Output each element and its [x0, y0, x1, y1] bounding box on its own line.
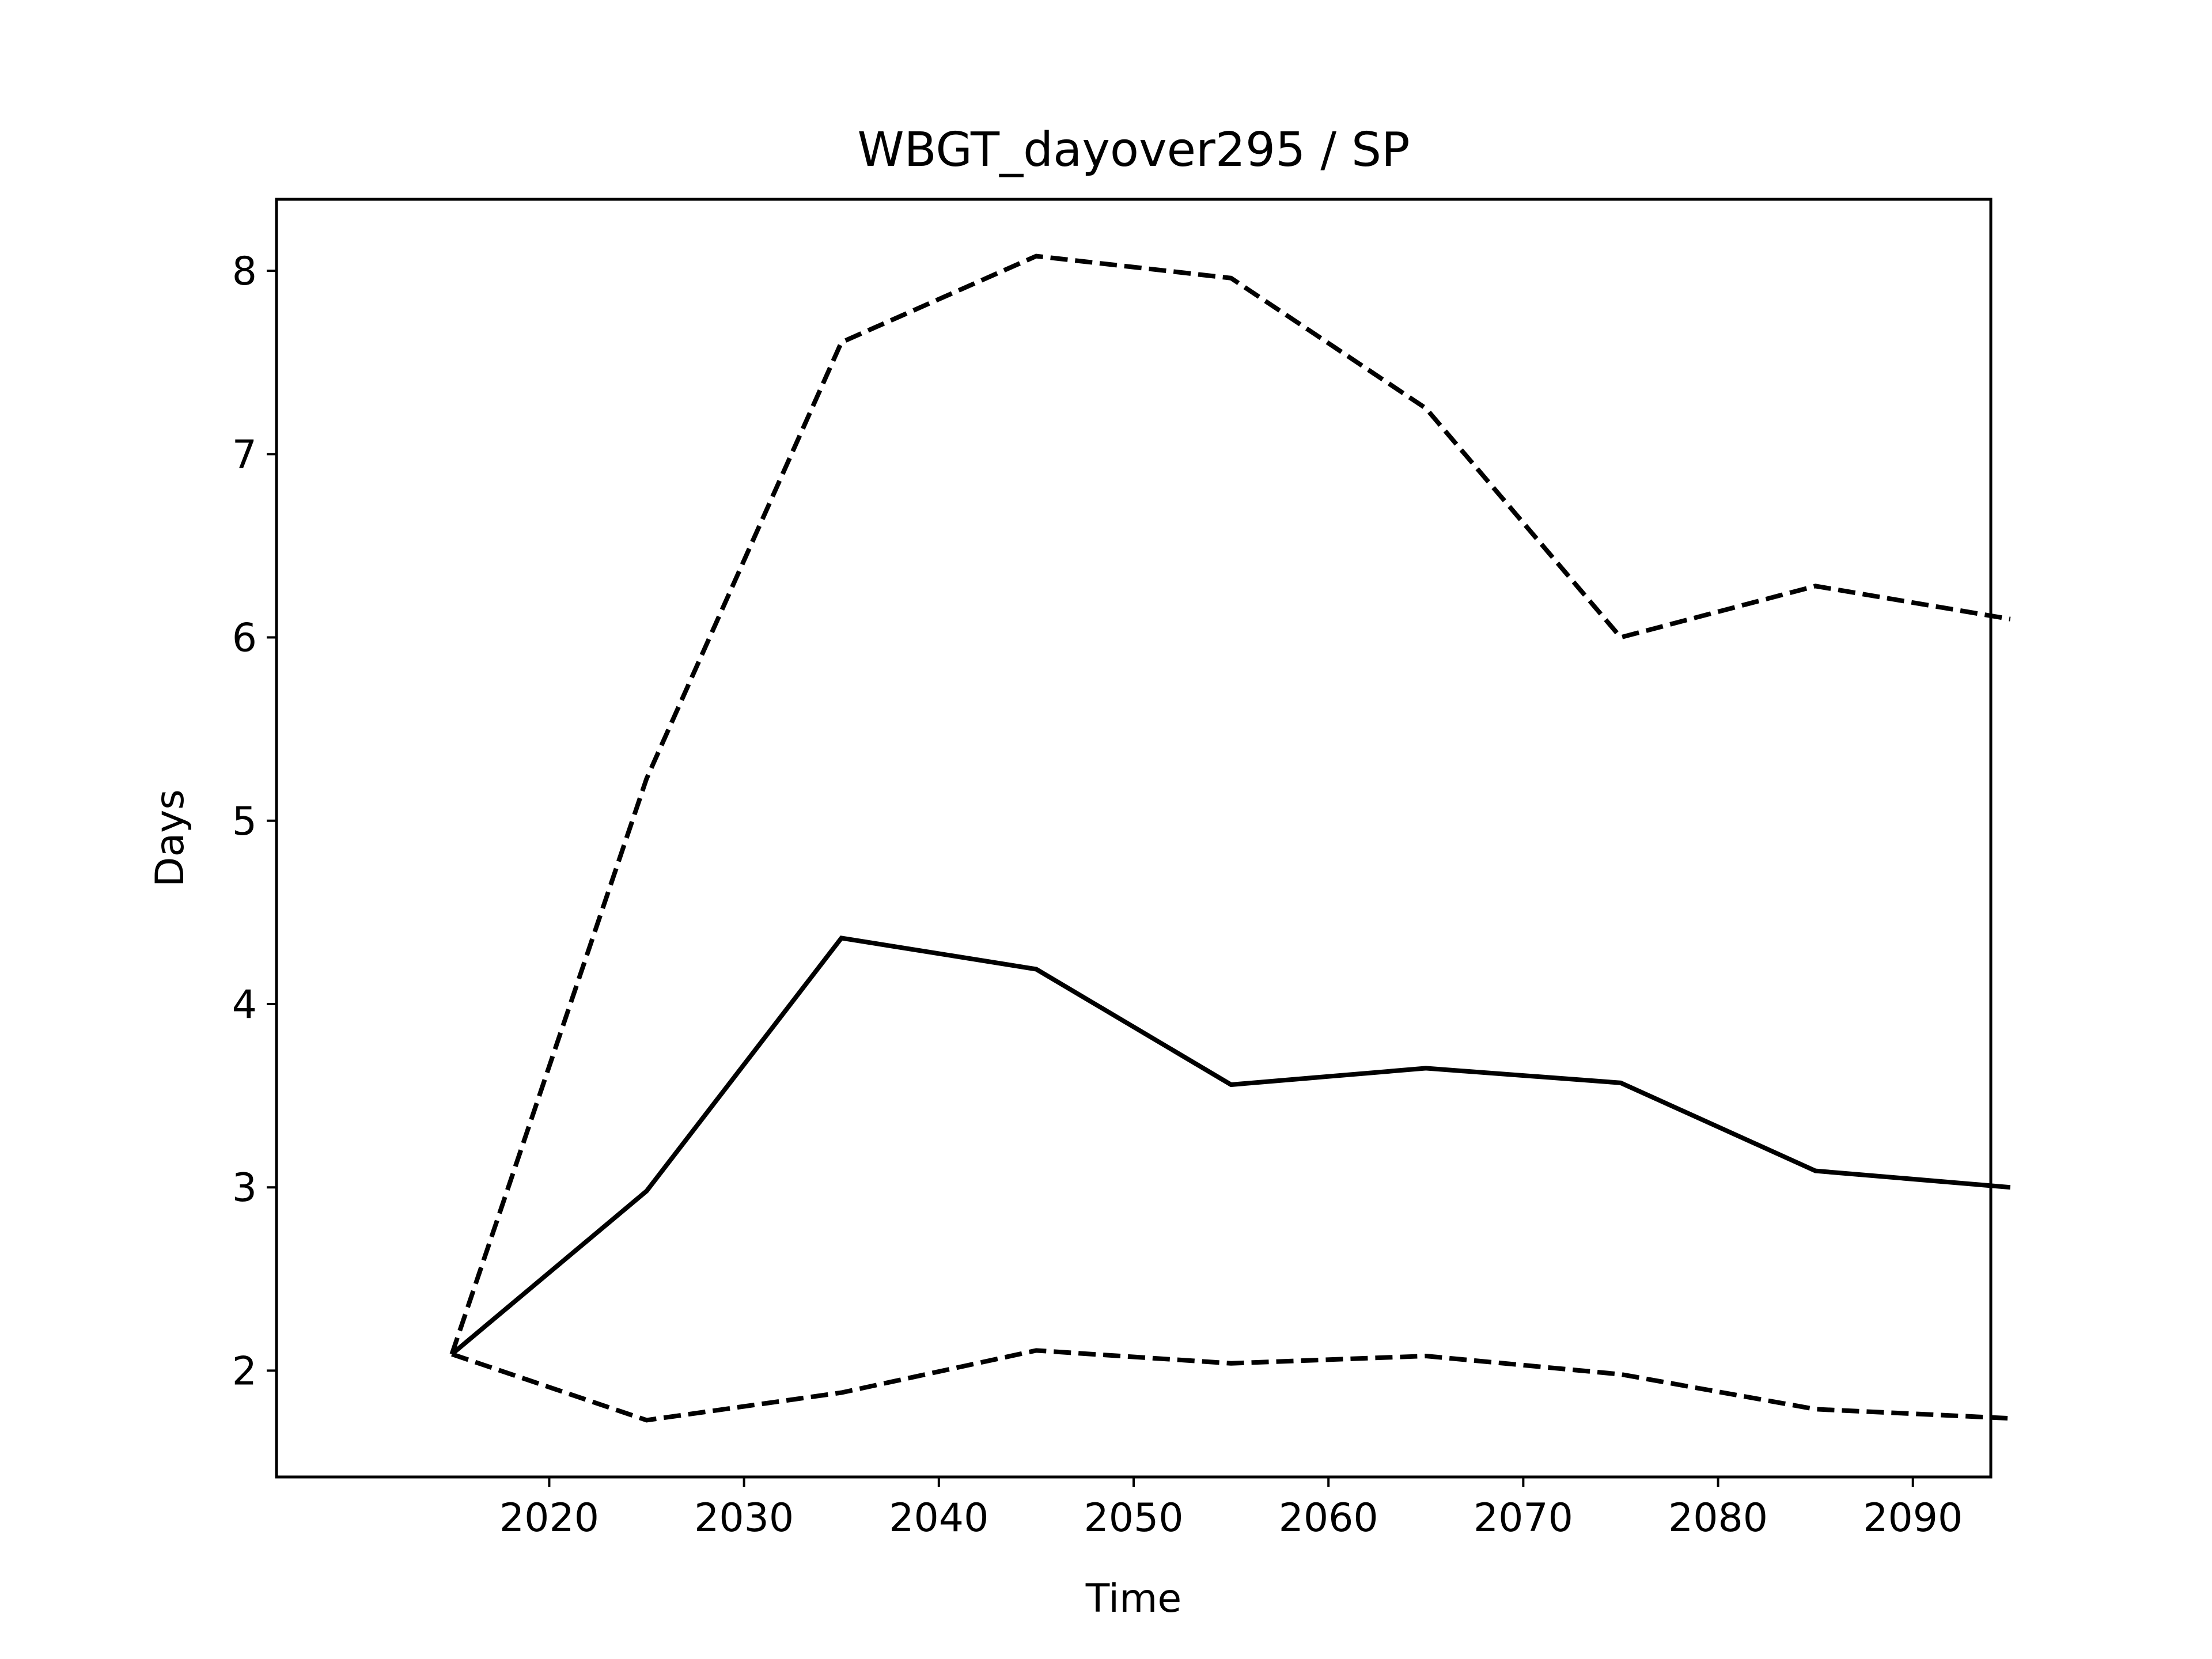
x-tick-label-0: 2020: [499, 1495, 599, 1541]
x-axis-label: Time: [1085, 1576, 1181, 1622]
x-tick-label-7: 2090: [1863, 1495, 1963, 1541]
y-axis-ticks: 2 3 4 5 6 7 8: [232, 249, 276, 1394]
series-layer: [449, 253, 2011, 1423]
chart-title: WBGT_dayover295 / SP: [857, 123, 1410, 177]
y-tick-label-3: 5: [232, 799, 257, 844]
y-tick-label-6: 8: [232, 249, 257, 294]
y-tick-label-1: 3: [232, 1165, 257, 1211]
x-tick-label-1: 2030: [694, 1495, 794, 1541]
x-tick-label-3: 2050: [1084, 1495, 1183, 1541]
y-axis-label: Days: [147, 789, 193, 887]
x-tick-label-4: 2060: [1279, 1495, 1378, 1541]
x-tick-label-6: 2080: [1668, 1495, 1768, 1541]
y-tick-label-0: 2: [232, 1349, 257, 1394]
x-tick-label-2: 2040: [889, 1495, 988, 1541]
y-tick-label-4: 6: [232, 616, 257, 661]
y-tick-label-5: 7: [232, 432, 257, 478]
x-tick-label-5: 2070: [1474, 1495, 1573, 1541]
y-tick-label-2: 4: [232, 982, 257, 1028]
x-axis-ticks: 2020 2030 2040 2050 2060 2070 2080 2090: [499, 1477, 1963, 1541]
